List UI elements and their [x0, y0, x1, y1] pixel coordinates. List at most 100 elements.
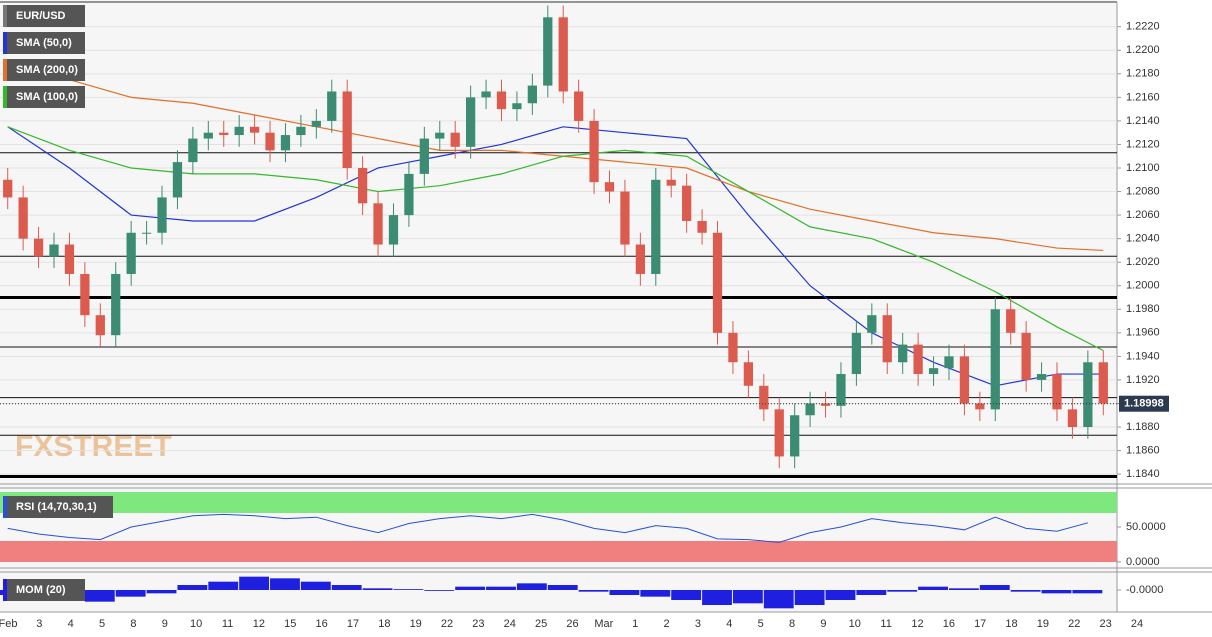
- momentum-bar: [177, 585, 208, 590]
- candle-body: [805, 403, 815, 416]
- last-price-label: 1.18998: [1124, 398, 1164, 410]
- legend-box: [3, 5, 85, 27]
- oversold-band: [0, 541, 1117, 562]
- candle-body: [203, 132, 213, 139]
- y-tick-label: 1.2040: [1126, 233, 1160, 245]
- candle-body: [990, 309, 1000, 410]
- candle-body: [1021, 332, 1031, 380]
- momentum-bar: [300, 581, 331, 590]
- momentum-bar: [208, 581, 239, 590]
- legend-swatch: [3, 59, 7, 81]
- y-tick-label: -0.0000: [1126, 584, 1163, 596]
- candle-body: [697, 220, 707, 233]
- momentum-bar: [486, 586, 516, 590]
- x-tick-label: 19: [410, 618, 422, 630]
- x-tick-label: 3: [36, 618, 42, 630]
- candle-body: [944, 356, 954, 369]
- candle-body: [728, 332, 738, 363]
- candle-body: [296, 126, 306, 136]
- candle-body: [111, 273, 121, 336]
- candle-body: [357, 168, 368, 204]
- candle-body: [450, 132, 460, 147]
- candle-body: [342, 91, 352, 169]
- candle-body: [620, 191, 630, 245]
- momentum-bar: [794, 590, 825, 605]
- legend-label: SMA (100,0): [16, 91, 78, 103]
- candle-body: [80, 273, 90, 316]
- y-tick-label: 1.2100: [1126, 162, 1160, 174]
- x-tick-label: 18: [378, 618, 390, 630]
- candle-body: [574, 91, 584, 121]
- y-tick-label: 1.2120: [1126, 138, 1160, 150]
- sma-line: [7, 126, 1104, 352]
- momentum-bar: [455, 586, 486, 590]
- legend-box: [3, 579, 85, 601]
- candle-body: [435, 132, 445, 139]
- momentum-bar: [424, 590, 455, 591]
- candle-body: [33, 238, 44, 257]
- momentum-bar: [609, 590, 640, 595]
- momentum-bar: [763, 590, 794, 609]
- candle-body: [820, 403, 831, 406]
- y-tick-label: 1.2220: [1126, 21, 1160, 33]
- legend-swatch: [3, 32, 7, 54]
- legend-swatch: [3, 579, 7, 601]
- candle-body: [543, 17, 553, 86]
- candle-body: [141, 232, 152, 234]
- x-tick-label: 2: [664, 618, 670, 630]
- x-tick-label: 12: [253, 618, 265, 630]
- candle-body: [882, 315, 892, 363]
- x-tick-label: 9: [162, 618, 168, 630]
- momentum-bar: [1041, 590, 1072, 594]
- x-tick-label: 10: [190, 618, 202, 630]
- candle-body: [188, 138, 198, 163]
- momentum-bar: [918, 586, 948, 590]
- x-tick-label: 16: [315, 618, 327, 630]
- x-tick-label: 17: [347, 618, 359, 630]
- candle-body: [280, 135, 291, 151]
- candle-body: [157, 197, 167, 233]
- x-tick-label: 16: [943, 618, 955, 630]
- x-tick-label: 3: [695, 618, 701, 630]
- legend-label: SMA (50,0): [16, 37, 72, 49]
- candle-body: [466, 97, 476, 147]
- candle-body: [759, 385, 769, 410]
- candle-body: [975, 403, 985, 410]
- x-tick-label: 15: [284, 618, 296, 630]
- x-tick-label: 4: [726, 618, 732, 630]
- candle-body: [64, 244, 75, 274]
- y-tick-label: 1.1960: [1126, 327, 1160, 339]
- candle-body: [249, 126, 260, 133]
- legend-swatch: [3, 5, 7, 27]
- legend-box: [3, 86, 85, 108]
- candle-body: [604, 182, 615, 192]
- momentum-bar: [393, 589, 424, 590]
- legend-label: RSI (14,70,30,1): [16, 501, 97, 513]
- legend-label: SMA (200,0): [16, 64, 78, 76]
- overbought-band: [0, 492, 1117, 513]
- candle-body: [49, 244, 59, 257]
- y-tick-label: 1.1880: [1126, 421, 1160, 433]
- momentum-bar: [362, 588, 393, 590]
- momentum-bar: [732, 590, 763, 604]
- x-tick-label: 23: [1100, 618, 1112, 630]
- x-tick-label: 24: [1131, 618, 1143, 630]
- candle-body: [589, 120, 599, 183]
- candle-body: [898, 344, 908, 363]
- x-tick-label: 10: [849, 618, 861, 630]
- y-tick-label: 50.0000: [1126, 521, 1166, 533]
- candle-body: [419, 138, 429, 174]
- x-tick-label: 22: [1068, 618, 1080, 630]
- momentum-bar: [115, 590, 146, 597]
- candle-body: [558, 17, 568, 92]
- candle-body: [126, 232, 136, 274]
- x-tick-label: 4: [68, 618, 74, 630]
- x-tick-label: 19: [1037, 618, 1049, 630]
- candle-body: [867, 315, 877, 333]
- x-tick-label: Feb: [0, 618, 17, 630]
- candle-body: [743, 362, 754, 386]
- candle-body: [265, 132, 275, 151]
- momentum-bar: [270, 578, 300, 590]
- y-tick-label: 1.1860: [1126, 444, 1160, 456]
